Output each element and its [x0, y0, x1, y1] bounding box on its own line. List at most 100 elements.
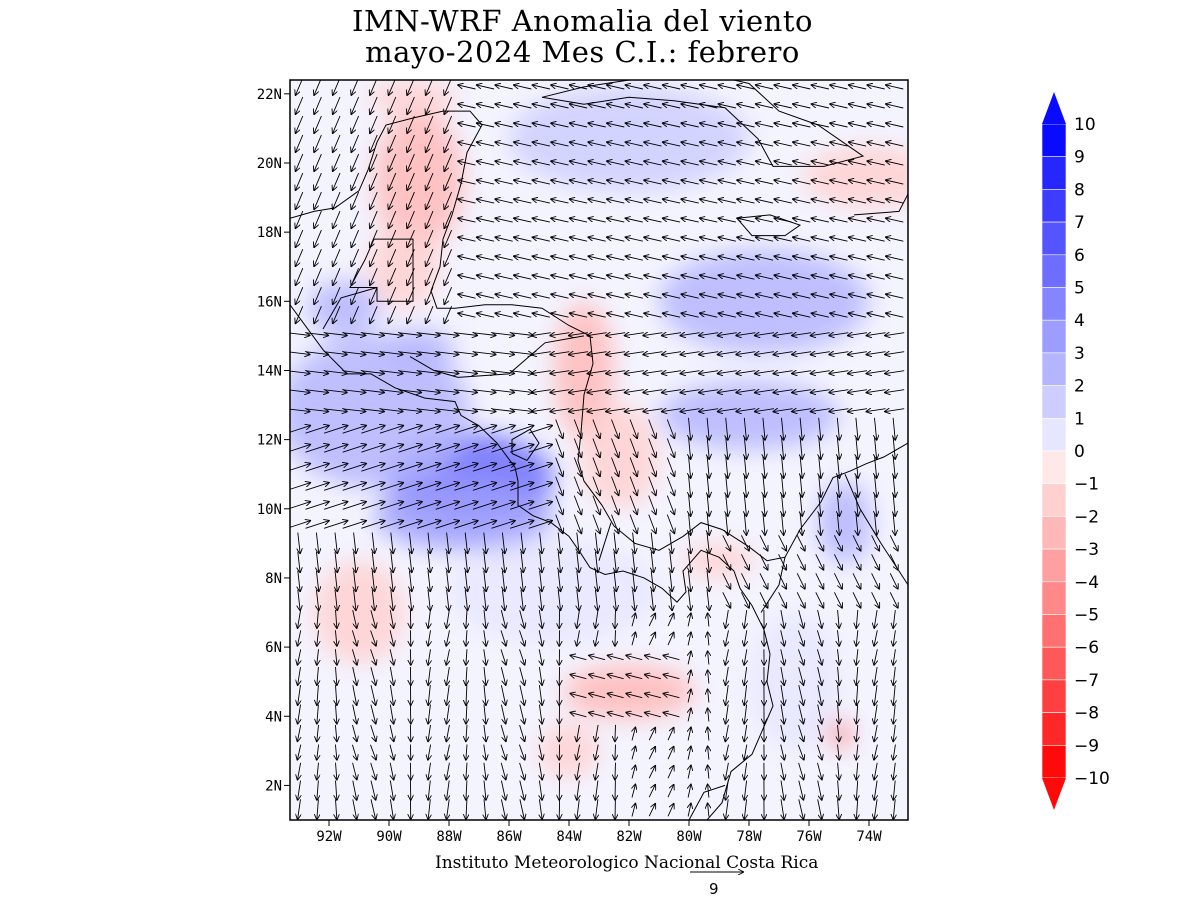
- wind-arrow: [540, 589, 542, 611]
- wind-arrow: [707, 417, 709, 441]
- wind-arrow: [816, 630, 822, 646]
- wind-arrow: [791, 371, 812, 374]
- wind-arrow: [848, 294, 867, 299]
- wind-arrow: [725, 744, 728, 761]
- x-tick-label: 78W: [736, 829, 762, 845]
- wind-arrow: [484, 570, 486, 592]
- wind-arrow: [305, 520, 330, 529]
- wind-arrow: [811, 256, 830, 261]
- wind-arrow: [810, 371, 830, 374]
- wind-arrow: [476, 275, 495, 280]
- coastline-segment: [349, 238, 414, 302]
- wind-arrow: [380, 409, 404, 412]
- wind-arrow: [568, 409, 589, 412]
- x-tick-label: 90W: [376, 829, 402, 845]
- wind-arrow: [661, 333, 682, 336]
- wind-arrow: [532, 313, 551, 318]
- wind-arrow: [372, 589, 374, 611]
- wind-arrow: [550, 256, 569, 261]
- wind-arrow: [791, 352, 812, 355]
- wind-arrow: [633, 551, 635, 573]
- wind-arrow: [454, 520, 478, 529]
- wind-arrow: [688, 765, 691, 779]
- wind-arrow: [644, 655, 661, 661]
- wind-arrow: [625, 712, 643, 718]
- wind-arrow: [428, 532, 430, 555]
- wind-arrow: [648, 632, 655, 646]
- wind-arrow: [361, 352, 385, 355]
- wind-arrow: [390, 780, 393, 801]
- wind-arrow: [425, 210, 434, 229]
- wind-arrow: [295, 229, 304, 248]
- wind-arrow: [871, 535, 880, 551]
- wind-arrow: [625, 256, 644, 261]
- wind-arrow: [446, 780, 449, 801]
- wind-arrow: [558, 551, 560, 573]
- wind-arrow: [407, 268, 415, 286]
- wind-arrow: [810, 390, 830, 393]
- colorbar-label: −5: [1074, 606, 1099, 626]
- wind-arrow: [781, 685, 784, 706]
- wind-arrow: [354, 570, 356, 592]
- wind-arrow: [856, 799, 857, 820]
- wind-arrow: [828, 352, 849, 355]
- wind-arrow: [324, 333, 348, 336]
- wind-arrow: [893, 630, 895, 646]
- wind-arrow: [819, 417, 821, 441]
- wind-arrow: [792, 256, 811, 261]
- wind-arrow: [817, 724, 823, 742]
- wind-arrow: [629, 476, 637, 497]
- wind-arrow: [370, 704, 376, 725]
- wind-arrow: [550, 275, 569, 280]
- wind-arrow: [607, 655, 624, 661]
- wind-arrow: [361, 371, 385, 374]
- wind-arrow: [847, 352, 868, 355]
- wind-arrow: [699, 313, 718, 318]
- wind-arrow: [484, 685, 486, 706]
- wind-arrow: [416, 520, 441, 529]
- wind-arrow: [644, 693, 661, 699]
- wind-arrow: [484, 609, 486, 629]
- wind-arrow: [662, 294, 681, 299]
- wind-arrow: [370, 249, 378, 267]
- wind-arrow: [662, 313, 681, 318]
- wind-arrow: [336, 666, 337, 686]
- wind-arrow: [466, 609, 467, 629]
- wind-arrow: [722, 573, 731, 589]
- wind-arrow: [707, 589, 709, 611]
- wind-arrow: [409, 570, 411, 592]
- wind-arrow: [473, 333, 497, 336]
- wind-arrow: [893, 417, 895, 441]
- wind-arrow: [829, 237, 848, 242]
- wind-arrow: [680, 409, 700, 412]
- wind-arrow: [688, 689, 691, 703]
- wind-arrow: [295, 287, 304, 305]
- wind-arrow: [740, 592, 749, 608]
- wind-arrow: [759, 554, 768, 570]
- wind-arrow: [342, 520, 367, 529]
- wind-arrow: [298, 704, 301, 725]
- wind-arrow: [465, 532, 467, 555]
- y-tick-label: 6N: [265, 640, 282, 656]
- wind-arrow: [466, 704, 467, 725]
- wind-arrow: [666, 457, 674, 478]
- wind-arrow: [755, 275, 774, 280]
- wind-arrow: [867, 294, 885, 299]
- wind-arrow: [332, 249, 341, 267]
- wind-arrow: [391, 589, 393, 611]
- wind-arrow: [624, 352, 644, 355]
- wind-arrow: [484, 630, 486, 646]
- wind-arrow: [370, 649, 377, 665]
- wind-arrow: [466, 724, 467, 742]
- wind-arrow: [781, 780, 784, 801]
- wind-arrow: [614, 532, 616, 555]
- wind-arrow: [500, 630, 506, 646]
- wind-arrow: [519, 799, 525, 820]
- wind-arrow: [550, 218, 569, 223]
- wind-arrow: [856, 704, 857, 725]
- wind-arrow: [708, 651, 709, 665]
- wind-arrow: [856, 417, 858, 441]
- wind-arrow: [796, 535, 805, 551]
- wind-arrow: [398, 444, 423, 453]
- wind-arrow: [472, 463, 497, 472]
